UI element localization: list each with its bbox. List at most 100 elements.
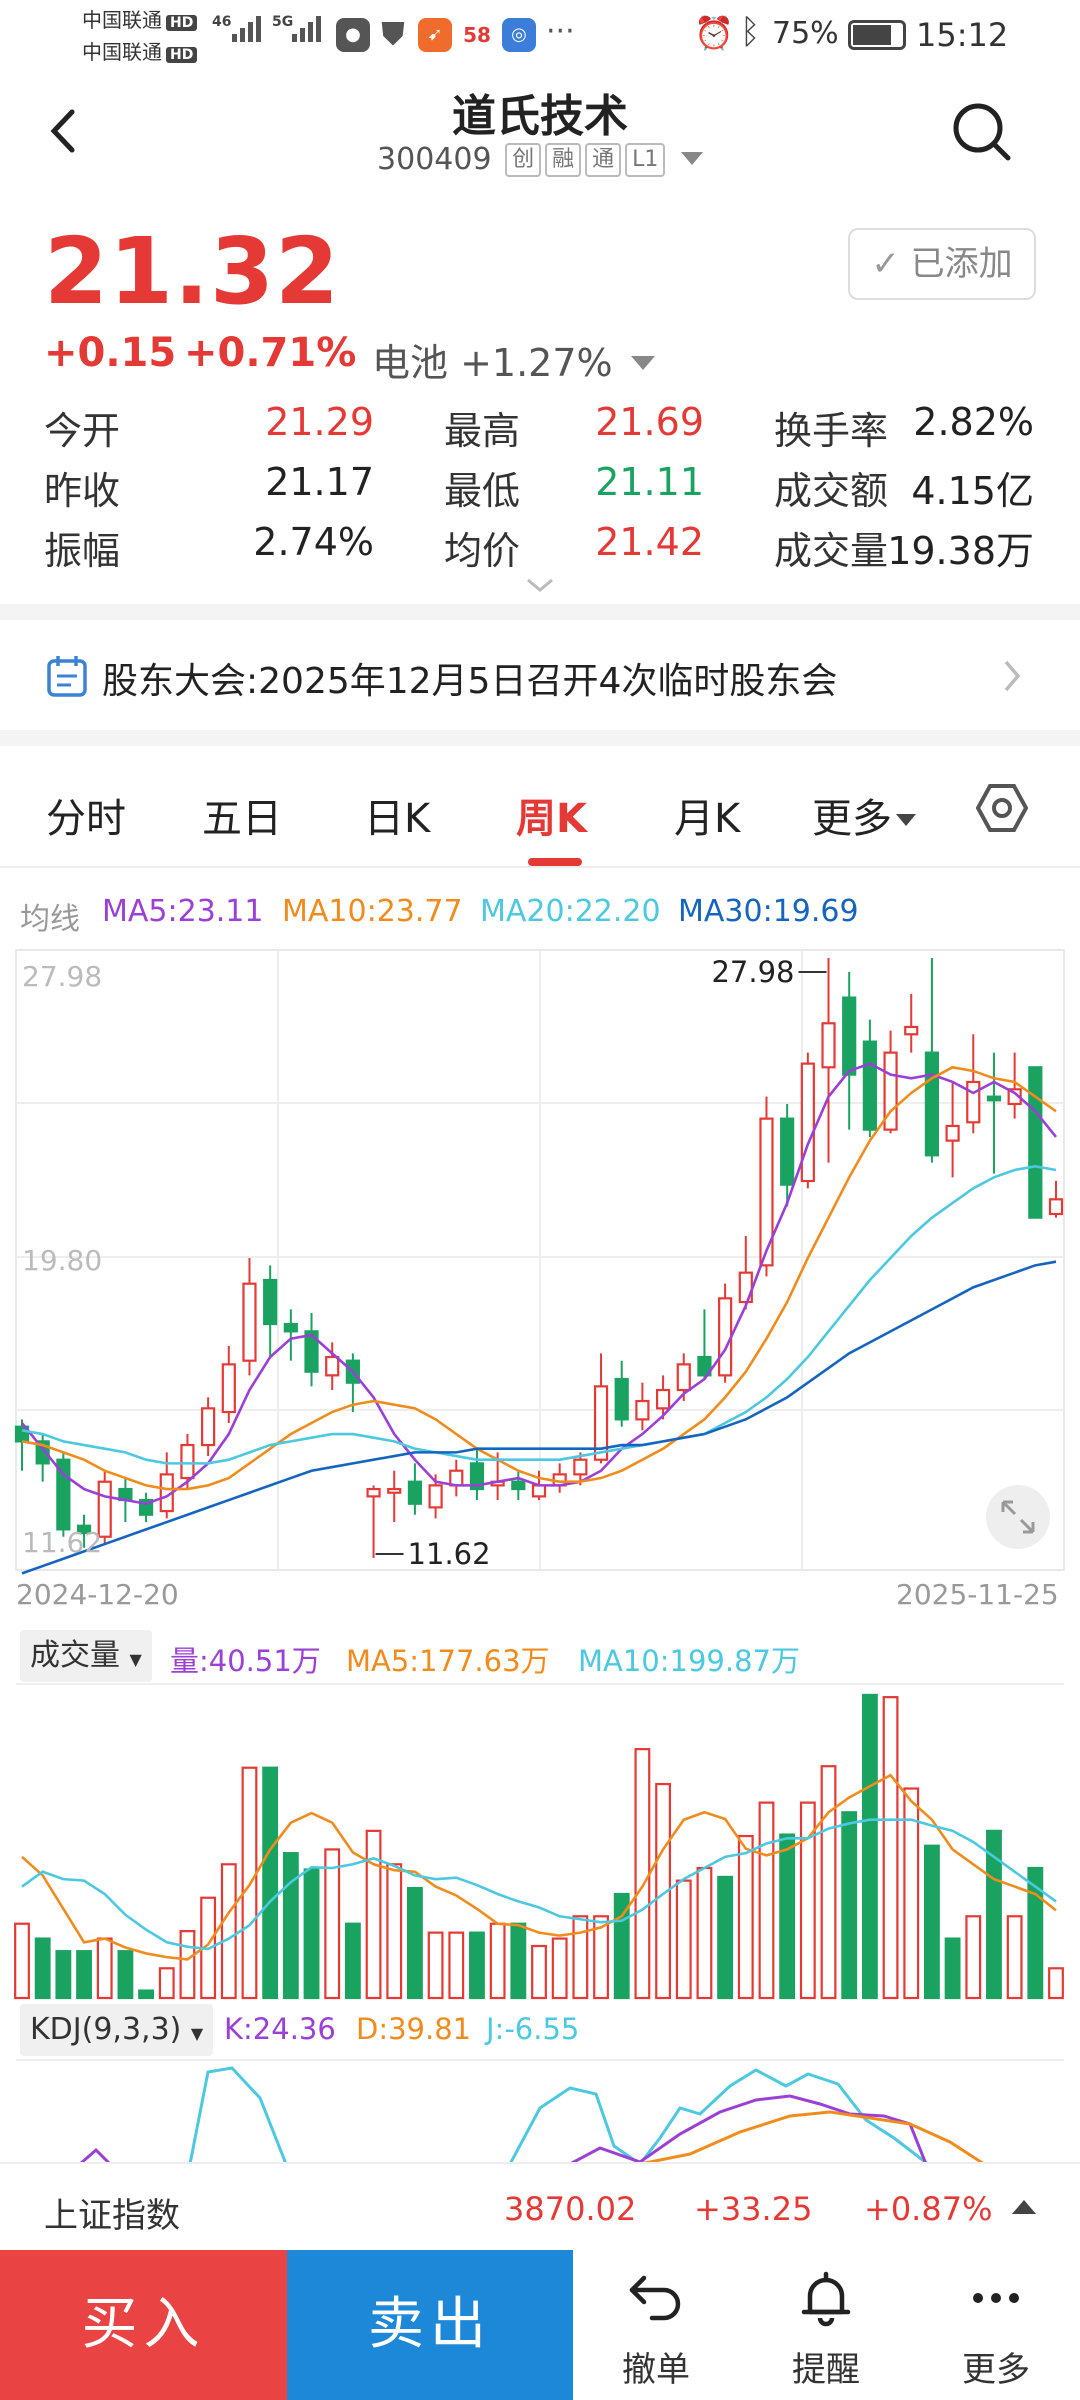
- kdj-indicator-select[interactable]: KDJ(9,3,3) ▼: [20, 2004, 214, 2056]
- app-notification-icon-3: ◎: [502, 18, 536, 52]
- candle-body: [759, 1117, 774, 1267]
- chevron-right-icon: [1004, 660, 1021, 692]
- tab-weekly-k[interactable]: 周K: [516, 796, 587, 842]
- ma30-label: MA30:19.69: [678, 894, 859, 929]
- added-watchlist-button[interactable]: ✓ 已添加: [848, 228, 1036, 300]
- candle-body: [883, 1051, 898, 1131]
- alert-button[interactable]: 提醒: [746, 2250, 906, 2400]
- candle-body: [531, 1484, 547, 1498]
- kdj-j-label: J:-6.55: [486, 2012, 580, 2046]
- volume-bar: [923, 1844, 940, 2000]
- candle-body: [283, 1322, 298, 1333]
- quote-value-turnover: 2.82%: [913, 400, 1034, 444]
- back-arrow-icon: [50, 109, 75, 153]
- volume-bar: [675, 1879, 692, 2000]
- market-index-bar[interactable]: 上证指数 3870.02 +33.25 +0.87%: [0, 2162, 1080, 2250]
- caret-down-icon: [896, 814, 916, 826]
- volume-bar: [841, 1811, 858, 2000]
- cancel-order-button[interactable]: 撤单: [576, 2250, 736, 2400]
- cancel-order-label: 撤单: [622, 2350, 690, 2390]
- caret-down-icon: [680, 152, 703, 165]
- volume-bar: [758, 1801, 775, 2000]
- kdj-j-line: [188, 2066, 288, 2164]
- settings-button[interactable]: [976, 782, 1028, 834]
- volume-bar: [799, 1801, 816, 2000]
- ma5-label: MA5:23.11: [102, 894, 264, 929]
- notice-text: 股东大会:2025年12月5日召开4次临时股东会: [102, 661, 838, 702]
- volume-bar: [55, 1950, 72, 2000]
- candle-body: [904, 1025, 919, 1036]
- candle-body: [676, 1363, 691, 1392]
- volume-bar: [510, 1922, 527, 2000]
- candle-body: [56, 1458, 71, 1531]
- ma30-line: [21, 1260, 1057, 1575]
- tab-more-label: 更多: [812, 796, 892, 842]
- battery-icon: [848, 20, 906, 50]
- tab-monthly-k[interactable]: 月K: [674, 796, 741, 842]
- candle-body: [614, 1377, 629, 1421]
- caret-down-icon: ▼: [129, 1650, 142, 1669]
- volume-bar: [14, 1922, 30, 2000]
- sell-button[interactable]: 卖出: [287, 2250, 573, 2400]
- volume-bar: [448, 1931, 465, 2000]
- tab-daily-k[interactable]: 日K: [364, 796, 431, 842]
- volume-indicator-select[interactable]: 成交量 ▼: [20, 1630, 152, 1682]
- candle-body: [242, 1282, 257, 1362]
- hexagon-settings-icon: [976, 784, 1028, 832]
- caret-down-icon: [630, 356, 655, 370]
- volume-bar: [96, 1937, 113, 2000]
- shield-icon: ⛊: [376, 18, 410, 52]
- bell-icon: [801, 2271, 851, 2327]
- more-dots-icon: [973, 2293, 1019, 2303]
- more-button[interactable]: 更多: [916, 2250, 1076, 2400]
- tag-tong: 通: [585, 143, 622, 177]
- volume-bar: [903, 1787, 920, 2000]
- volume-bar: [324, 1848, 341, 2000]
- quote-label-turnover: 换手率: [774, 409, 889, 453]
- quote-value-low: 21.11: [595, 460, 704, 504]
- buy-button[interactable]: 买入: [0, 2250, 287, 2400]
- added-label: 已添加: [910, 244, 1013, 284]
- tab-more[interactable]: 更多: [812, 786, 916, 844]
- candle-body: [221, 1363, 236, 1414]
- volume-chart[interactable]: [0, 1682, 1080, 2002]
- volume-bar: [427, 1931, 444, 2000]
- back-button[interactable]: [44, 106, 84, 156]
- volume-bar: [365, 1829, 382, 2000]
- x-axis-end: 2025-11-25: [896, 1578, 1059, 1611]
- volume-bar: [965, 1915, 982, 2000]
- volume-bar: [634, 1748, 651, 2000]
- candle-body: [366, 1487, 381, 1498]
- expand-quote-button[interactable]: [524, 576, 556, 600]
- search-button[interactable]: [950, 100, 1014, 164]
- sector-change[interactable]: 电池 +1.27%: [372, 332, 655, 387]
- search-icon: [953, 103, 1011, 161]
- volume-bar: [344, 1922, 361, 2000]
- index-change: +33.25: [694, 2190, 813, 2228]
- quote-value-high: 21.69: [595, 400, 704, 444]
- check-icon: ✓: [871, 244, 900, 284]
- bottom-action-bar: 买入 卖出 撤单 提醒 更多: [0, 2250, 1080, 2400]
- quote-label-high: 最高: [444, 409, 521, 453]
- volume-bar: [1048, 1967, 1064, 2000]
- kdj-k-line: [79, 2147, 112, 2164]
- tag-chuang: 创: [505, 143, 542, 177]
- quote-label-amount: 成交额: [774, 469, 889, 513]
- carrier-1: 中国联通 HD: [82, 4, 198, 33]
- notice-banner[interactable]: 股东大会:2025年12月5日召开4次临时股东会: [0, 620, 1080, 730]
- kdj-chart[interactable]: [0, 2058, 1080, 2164]
- kdj-selector-label: KDJ(9,3,3): [30, 2012, 182, 2047]
- more-label: 更多: [962, 2350, 1030, 2390]
- fullscreen-button[interactable]: [986, 1485, 1050, 1549]
- volume-bar: [76, 1950, 92, 2000]
- alarm-icon: ⏰: [694, 14, 734, 52]
- stock-code-line[interactable]: 300409 创融通 L1: [0, 142, 1080, 177]
- volume-bar: [406, 1886, 423, 2000]
- candle-body: [201, 1407, 216, 1447]
- tab-five-day[interactable]: 五日: [202, 796, 282, 842]
- tab-intraday[interactable]: 分时: [46, 796, 126, 842]
- y-tick-mid: 19.80: [22, 1244, 102, 1277]
- volume-ma-lines-group: [21, 1773, 1057, 1961]
- kline-chart[interactable]: 27.98 19.80 11.62 27.98 11.62: [0, 940, 1080, 1620]
- candle-body: [780, 1117, 795, 1186]
